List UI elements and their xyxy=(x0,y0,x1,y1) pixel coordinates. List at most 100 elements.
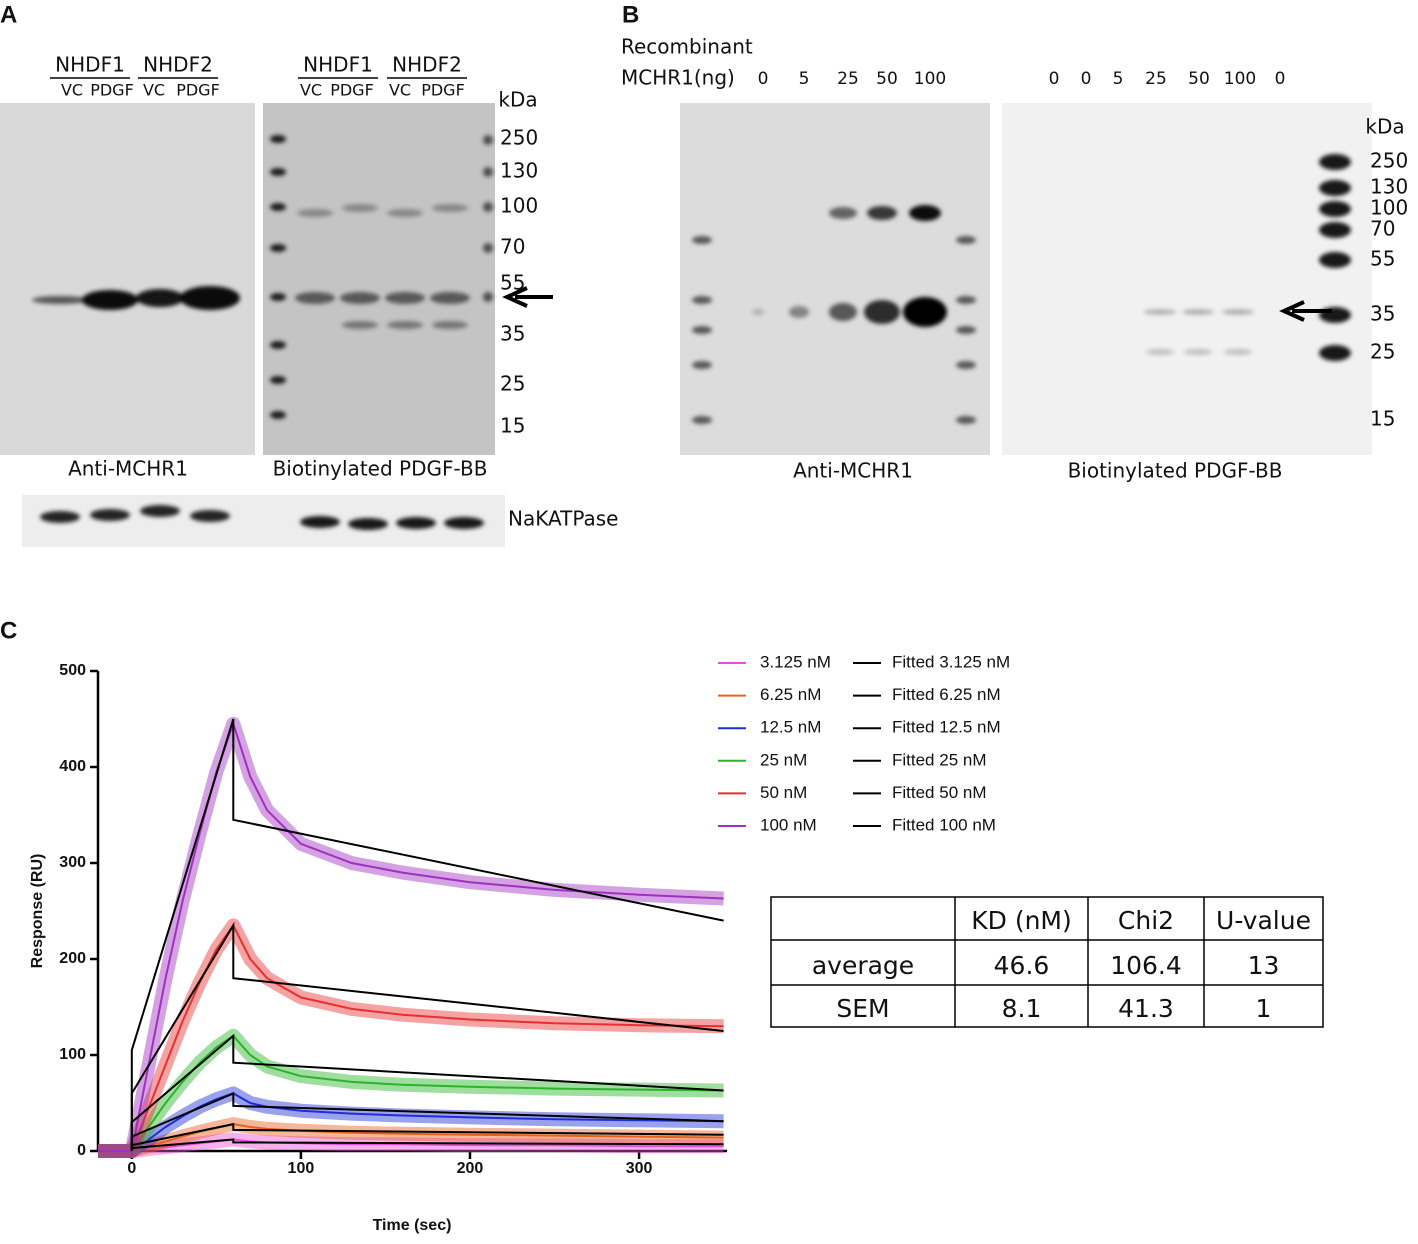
arrow xyxy=(502,286,553,308)
band xyxy=(82,290,138,310)
x-tick-label: 200 xyxy=(457,1160,484,1177)
legend-label: 3.125 nM xyxy=(760,652,831,671)
marker-label: 35 xyxy=(500,322,525,346)
band xyxy=(270,203,286,211)
marker-label: 55 xyxy=(500,271,525,295)
panel-label: B xyxy=(622,1,639,28)
marker-label: 100 xyxy=(500,194,538,218)
band xyxy=(956,326,976,334)
lane-label: 25 xyxy=(837,69,859,89)
table-cell: 13 xyxy=(1248,951,1280,980)
band xyxy=(692,416,712,424)
blot-label: Biotinylated PDGF-BB xyxy=(1068,459,1283,483)
lane-label: 25 xyxy=(1145,69,1167,89)
y-tick-label: 200 xyxy=(59,950,86,967)
band xyxy=(483,167,493,177)
band xyxy=(483,292,493,302)
band xyxy=(387,321,423,329)
table-cell: 46.6 xyxy=(994,951,1050,980)
group-label: NHDF2 xyxy=(143,53,213,77)
marker-label: 250 xyxy=(500,126,538,150)
band xyxy=(1222,309,1254,315)
band xyxy=(692,326,712,334)
band xyxy=(956,236,976,244)
band xyxy=(867,206,897,220)
lane-label: VC xyxy=(300,81,322,100)
marker-label: 130 xyxy=(1370,175,1408,199)
marker-label: 15 xyxy=(1370,407,1395,431)
marker-label: 25 xyxy=(500,372,525,396)
blot-b1 xyxy=(680,103,990,455)
band xyxy=(136,289,184,307)
band xyxy=(90,509,130,521)
panel-label: A xyxy=(0,1,17,28)
band xyxy=(692,236,712,244)
marker-label: 100 xyxy=(1370,196,1408,220)
band xyxy=(295,292,335,304)
blot-label: Anti-MCHR1 xyxy=(793,459,913,483)
series-line xyxy=(98,923,724,1152)
axis-label: Recombinant xyxy=(621,35,753,59)
band xyxy=(270,244,286,252)
legend-label: 100 nM xyxy=(760,815,817,834)
band xyxy=(432,204,468,212)
blot-label: Anti-MCHR1 xyxy=(68,457,188,481)
band xyxy=(270,135,286,143)
series-line xyxy=(98,1138,724,1152)
band xyxy=(1184,349,1212,355)
band xyxy=(432,321,468,329)
bands xyxy=(32,135,1351,530)
loading-label: NaKATPase xyxy=(508,507,618,531)
band xyxy=(1319,201,1351,217)
band xyxy=(270,376,286,384)
band xyxy=(903,297,947,327)
kda-label: kDa xyxy=(498,88,537,112)
band xyxy=(270,168,286,176)
band xyxy=(444,517,484,529)
series-line xyxy=(98,1092,724,1152)
band xyxy=(430,292,470,304)
band xyxy=(483,202,493,212)
band xyxy=(956,416,976,424)
lane-label: VC xyxy=(143,81,165,100)
table-cell: 41.3 xyxy=(1118,994,1174,1023)
lane-label: 0 xyxy=(1081,69,1092,89)
band xyxy=(692,296,712,304)
lane-label: 100 xyxy=(1224,69,1256,89)
band xyxy=(40,511,80,523)
band xyxy=(140,505,180,517)
band xyxy=(752,309,764,315)
table-cell: SEM xyxy=(836,994,889,1023)
legend-label: 12.5 nM xyxy=(760,718,821,737)
marker-label: 15 xyxy=(500,414,525,438)
band xyxy=(385,292,425,304)
legend-label: 6.25 nM xyxy=(760,685,821,704)
group-label: NHDF1 xyxy=(303,53,373,77)
blot-b2 xyxy=(1002,103,1372,455)
marker-label: 250 xyxy=(1370,149,1408,173)
lane-label: 5 xyxy=(1113,69,1124,89)
band xyxy=(396,517,436,529)
blot-a1 xyxy=(0,103,255,455)
lane-label: 0 xyxy=(758,69,769,89)
marker-label: 55 xyxy=(1370,247,1395,271)
lane-label: PDGF xyxy=(90,81,134,100)
band xyxy=(483,135,493,145)
series-line xyxy=(98,1034,724,1152)
band xyxy=(829,303,857,321)
lane-label: 100 xyxy=(914,69,946,89)
table-border xyxy=(770,896,1324,1028)
band xyxy=(829,207,857,219)
x-tick-label: 100 xyxy=(288,1160,315,1177)
band xyxy=(1319,252,1351,268)
lane-label: PDGF xyxy=(421,81,465,100)
lane-label: 5 xyxy=(799,69,810,89)
band xyxy=(190,510,230,522)
table-cell: 106.4 xyxy=(1110,951,1182,980)
band xyxy=(270,293,286,301)
band xyxy=(180,286,240,310)
band xyxy=(1146,349,1174,355)
table-cell: average xyxy=(812,951,914,980)
x-tick-label: 300 xyxy=(626,1160,653,1177)
